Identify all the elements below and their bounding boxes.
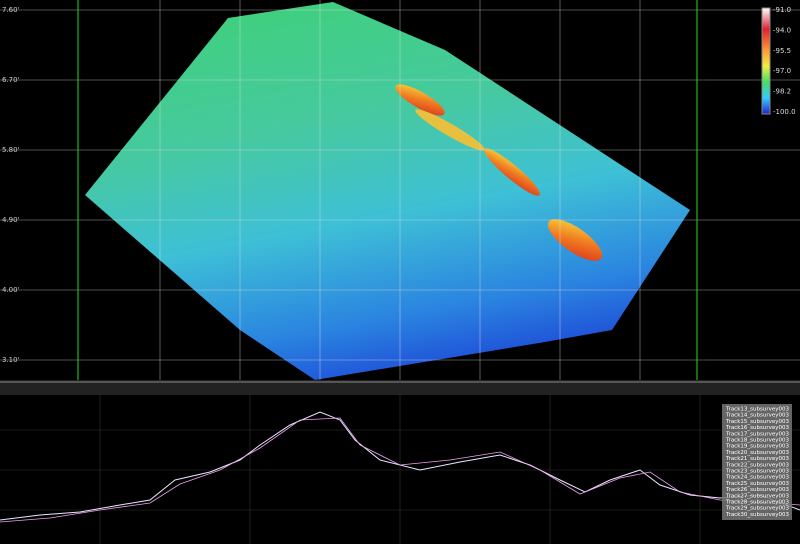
lat-label: 6.70' xyxy=(2,76,20,84)
bathymetry-surface xyxy=(85,2,690,380)
legend-entry: Track15_subsurvey003 xyxy=(725,419,789,425)
profile-trace xyxy=(0,417,800,523)
legend-entry: Track23_subsurvey003 xyxy=(725,469,789,475)
profile-grid xyxy=(0,395,800,544)
legend-entry: Track29_subsurvey003 xyxy=(725,506,789,512)
legend-entry: Track28_subsurvey003 xyxy=(725,500,789,506)
legend-entry: Track20_subsurvey003 xyxy=(725,450,789,456)
legend-entry: Track13_subsurvey003 xyxy=(725,407,789,413)
legend-entry: Track25_subsurvey003 xyxy=(725,481,789,487)
lat-label: 4.00' xyxy=(2,286,20,294)
legend-entry: Track22_subsurvey003 xyxy=(725,462,789,468)
features xyxy=(395,84,603,261)
lat-label: 3.10' xyxy=(2,356,20,364)
colorbar xyxy=(761,7,771,115)
legend-entry: Track30_subsurvey003 xyxy=(725,512,789,518)
lat-label: 5.80' xyxy=(2,146,20,154)
legend-entry: Track24_subsurvey003 xyxy=(725,475,789,481)
legend-entry: Track21_subsurvey003 xyxy=(725,456,789,462)
lat-label: 4.90' xyxy=(2,216,20,224)
colorbar-label: -91.0 xyxy=(773,6,791,14)
lat-label: 7.60' xyxy=(2,6,20,14)
legend-entry: Track18_subsurvey003 xyxy=(725,438,789,444)
legend-entry: Track19_subsurvey003 xyxy=(725,444,789,450)
legend-entry: Track16_subsurvey003 xyxy=(725,425,789,431)
colorbar-label: -94.0 xyxy=(773,26,791,34)
colorbar-label: -97.0 xyxy=(773,67,791,75)
legend-entry: Track17_subsurvey003 xyxy=(725,431,789,437)
colorbar-label: -95.5 xyxy=(773,47,791,55)
colorbar-label: -98.2 xyxy=(773,88,791,96)
legend-box xyxy=(722,404,792,520)
legend-entry: Track14_subsurvey003 xyxy=(725,413,789,419)
profile-trace xyxy=(0,411,800,521)
ruler xyxy=(0,380,800,395)
map-grid xyxy=(0,0,800,380)
legend-entry: Track26_subsurvey003 xyxy=(725,487,789,493)
legend-entry: Track27_subsurvey003 xyxy=(725,493,789,499)
colorbar-label: -100.0 xyxy=(773,108,796,116)
